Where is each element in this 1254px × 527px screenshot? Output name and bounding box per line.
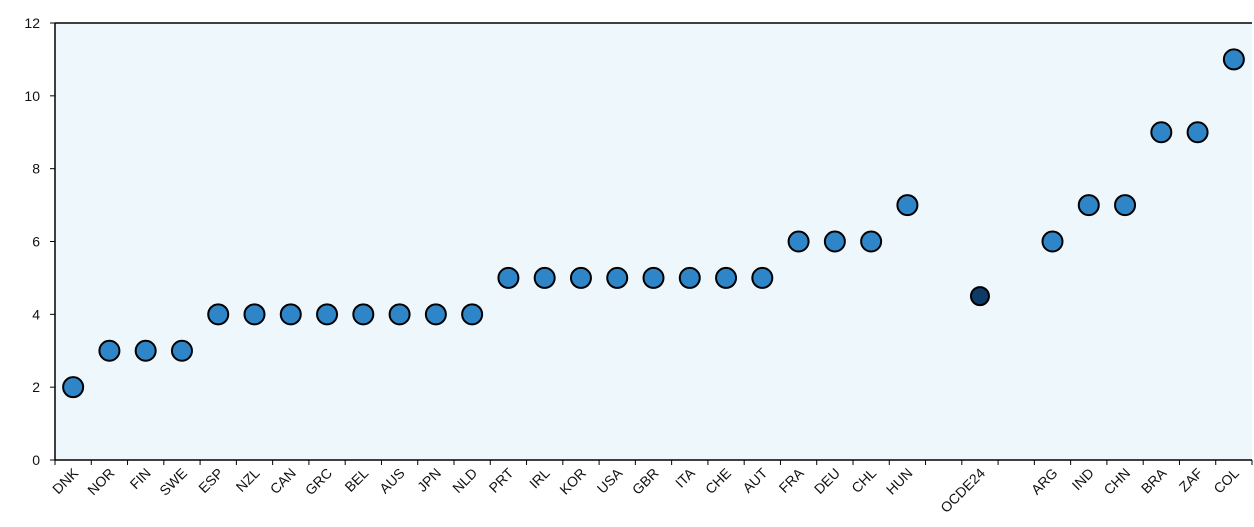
x-tick-label-can: CAN	[267, 465, 299, 497]
x-tick-label-grc: GRC	[302, 465, 335, 498]
data-point-jpn	[424, 303, 447, 326]
data-point-grc	[316, 303, 339, 326]
data-point-chn	[1114, 194, 1137, 217]
data-point-swe	[170, 339, 193, 362]
x-tick-label-bra: BRA	[1138, 464, 1170, 496]
x-tick-label-chl: CHL	[848, 465, 879, 496]
data-point-nor	[98, 339, 121, 362]
y-tick-label: 0	[32, 452, 40, 468]
data-point-fin	[134, 339, 157, 362]
x-tick-label-col: COL	[1210, 465, 1242, 497]
data-point-kor	[569, 266, 592, 289]
data-point-fra	[787, 230, 810, 253]
x-tick-label-swe: SWE	[156, 465, 190, 499]
data-point-esp	[207, 303, 230, 326]
x-tick-label-fin: FIN	[127, 465, 154, 492]
x-tick-label-arg: ARG	[1028, 465, 1061, 498]
data-point-col	[1222, 48, 1245, 71]
y-axis: 0 2 4 6 8 10 12	[24, 15, 1252, 468]
data-points	[62, 48, 1245, 399]
x-tick-label-chn: CHN	[1100, 465, 1133, 498]
x-tick-label-ocde24: OCDE24	[937, 465, 988, 516]
x-tick-label-esp: ESP	[195, 465, 226, 496]
data-point-irl	[533, 266, 556, 289]
x-tick-label-nor: NOR	[84, 465, 117, 498]
data-point-usa	[606, 266, 629, 289]
y-tick-label: 10	[24, 88, 40, 104]
y-tick-label: 2	[32, 379, 40, 395]
data-point-aut	[751, 266, 774, 289]
x-axis: DNK NOR FIN SWE ESP NZL CAN GRC BEL AUS JPN NLD PRT I…	[49, 459, 1253, 516]
x-tick-label-nzl: NZL	[233, 465, 263, 495]
data-point-arg	[1041, 230, 1064, 253]
data-point-nld	[461, 303, 484, 326]
x-tick-label-zaf: ZAF	[1176, 465, 1206, 495]
data-point-can	[279, 303, 302, 326]
x-tick-label-bel: BEL	[341, 465, 371, 495]
y-tick-label: 12	[24, 15, 40, 31]
y-tick-label: 8	[32, 161, 40, 177]
x-tick-label-che: CHE	[702, 465, 734, 497]
data-point-nzl	[243, 303, 266, 326]
x-tick-label-aus: AUS	[376, 465, 408, 497]
x-tick-label-ita: ITA	[672, 464, 698, 490]
x-tick-label-prt: PRT	[486, 464, 517, 495]
x-tick-label-hun: HUN	[883, 465, 916, 498]
data-point-ind	[1077, 194, 1100, 217]
x-tick-label-nld: NLD	[449, 465, 480, 496]
data-point-deu	[823, 230, 846, 253]
x-tick-label-fra: FRA	[776, 464, 808, 496]
data-point-dnk	[62, 376, 85, 399]
data-point-hun	[896, 194, 919, 217]
data-point-bra	[1150, 121, 1173, 144]
data-point-ita	[678, 266, 701, 289]
data-point-prt	[497, 266, 520, 289]
y-tick-label: 6	[32, 234, 40, 250]
x-tick-label-gbr: GBR	[629, 465, 662, 498]
x-tick-label-usa: USA	[594, 464, 626, 496]
data-point-ocde24	[969, 286, 990, 307]
data-point-bel	[352, 303, 375, 326]
data-point-aus	[388, 303, 411, 326]
plot-area	[55, 23, 1252, 460]
x-tick-label-ind: IND	[1069, 465, 1097, 493]
data-point-che	[715, 266, 738, 289]
x-tick-label-aut: AUT	[739, 464, 770, 495]
x-tick-label-kor: KOR	[556, 465, 589, 498]
x-tick-label-jpn: JPN	[414, 465, 444, 495]
data-point-chl	[860, 230, 883, 253]
data-point-zaf	[1186, 121, 1209, 144]
x-tick-label-deu: DEU	[811, 465, 843, 497]
x-tick-label-dnk: DNK	[49, 464, 82, 497]
data-point-gbr	[642, 266, 665, 289]
y-tick-label: 4	[32, 306, 40, 322]
x-tick-label-irl: IRL	[526, 465, 553, 492]
